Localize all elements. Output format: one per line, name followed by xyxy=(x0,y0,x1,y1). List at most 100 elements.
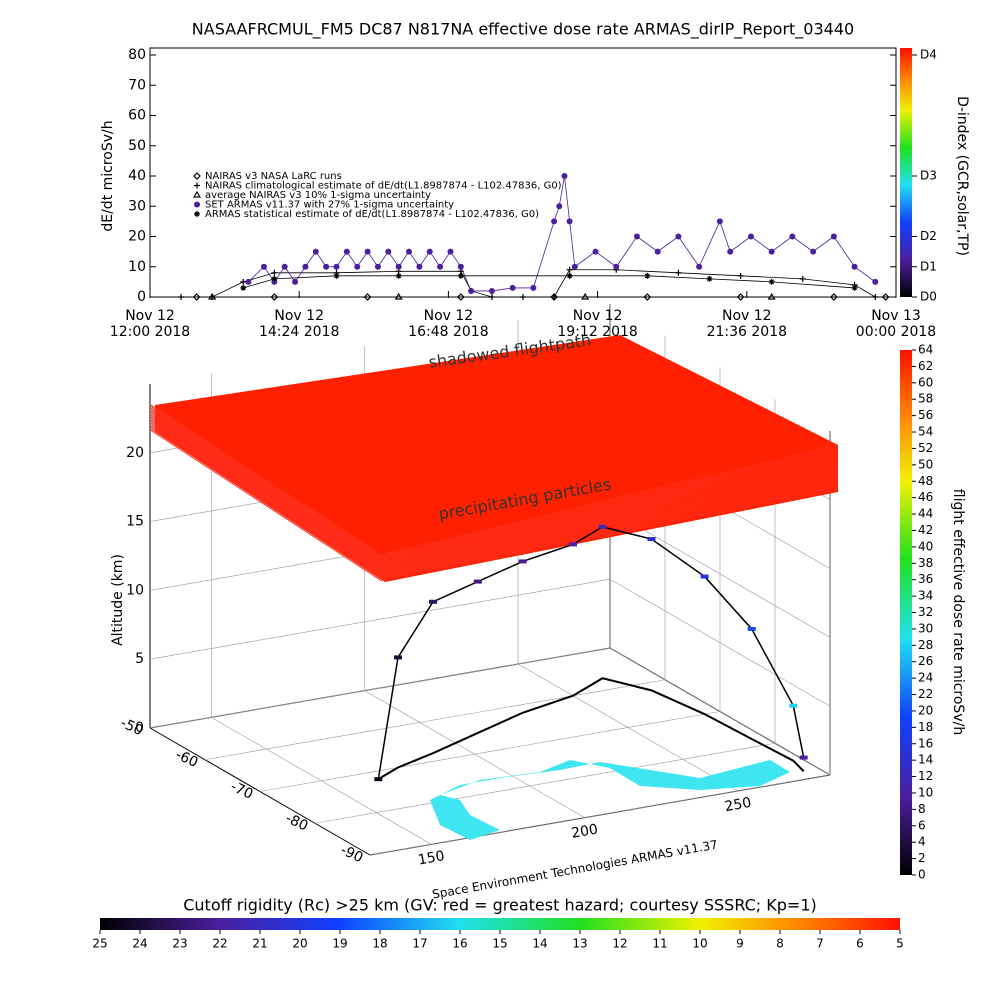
data-point xyxy=(281,263,288,270)
data-point xyxy=(364,248,371,255)
colorbar-tick-label: 56 xyxy=(918,408,933,422)
data-point xyxy=(457,263,464,270)
x-tick-label: 19:12 2018 xyxy=(557,324,637,340)
colorbar-tick-label: 18 xyxy=(918,720,933,734)
x-tick-label: 14:24 2018 xyxy=(259,324,339,340)
data-point xyxy=(706,275,713,282)
colorbar-tick-label: 2 xyxy=(918,851,926,865)
data-point xyxy=(737,272,744,279)
data-point xyxy=(592,248,599,255)
colorbar-tick-label: 6 xyxy=(918,818,926,832)
data-point xyxy=(416,263,423,270)
data-point xyxy=(333,263,340,270)
data-point xyxy=(271,275,278,282)
y-tick-label: 80 xyxy=(128,47,146,63)
x-tick-label: 12:00 2018 xyxy=(110,324,190,340)
data-point xyxy=(192,293,201,301)
data-point xyxy=(488,287,495,294)
stripe xyxy=(150,421,839,573)
x-tick-label: Nov 12 xyxy=(125,308,175,324)
legend-marker xyxy=(194,201,200,208)
colorbar2-tick-label: 25 xyxy=(92,937,107,951)
colorbar2-tick-label: 13 xyxy=(572,937,587,951)
colorbar-tick-label: 50 xyxy=(918,457,933,471)
dose-point xyxy=(799,755,808,760)
data-point xyxy=(270,293,279,301)
data-point xyxy=(716,218,723,225)
data-point xyxy=(178,294,185,300)
colorbar-tick-label: 26 xyxy=(918,654,933,668)
stripe xyxy=(150,422,839,574)
colorbar-tick-label: 30 xyxy=(918,621,933,635)
data-point xyxy=(810,248,817,255)
y-tick-label: 0 xyxy=(137,289,146,305)
dose-point xyxy=(598,524,607,529)
legend-label: NAIRAS climatological estimate of dE/dt(… xyxy=(205,181,562,192)
y-tick-label: 40 xyxy=(128,168,146,184)
colorbar-tick-label: 28 xyxy=(918,638,933,652)
y2-axis-title: D-index (GCR,solar,TP) xyxy=(954,96,970,256)
colorbar-tick-label: 34 xyxy=(918,589,933,603)
data-point xyxy=(566,218,573,225)
data-point xyxy=(851,284,858,291)
data-point xyxy=(302,263,309,270)
data-point xyxy=(561,173,568,179)
y-tick-label: 50 xyxy=(128,138,146,154)
credit: Space Environment Technologies ARMAS v11… xyxy=(431,837,719,901)
data-point xyxy=(654,248,661,255)
colorbar2-tick-label: 5 xyxy=(896,937,904,951)
colorbar-tick-label: 46 xyxy=(918,490,933,504)
colorbar2-tick-label: 16 xyxy=(452,937,467,951)
stripe xyxy=(150,404,839,556)
data-point xyxy=(789,233,796,240)
stripe xyxy=(150,410,839,562)
data-point xyxy=(675,269,682,276)
data-point xyxy=(566,272,573,279)
y2-tick-label: D1 xyxy=(920,259,937,273)
data-point xyxy=(395,263,402,270)
colorbar-tick-label: 16 xyxy=(918,736,933,750)
data-point xyxy=(292,278,299,285)
legend-marker xyxy=(194,211,200,217)
colorbar2-tick-label: 24 xyxy=(132,937,147,951)
dose-colorbar xyxy=(900,350,912,875)
chart-title: NASAAFRCMUL_FM5 DC87 N817NA effective do… xyxy=(192,20,854,40)
data-point xyxy=(312,248,319,255)
z-tick-label: 20 xyxy=(126,445,144,461)
y2-tick-label: D3 xyxy=(920,169,937,183)
data-point xyxy=(426,248,433,255)
stripe xyxy=(150,415,839,567)
data-point xyxy=(566,266,573,273)
y-tick-label: 60 xyxy=(128,108,146,124)
data-point xyxy=(551,218,558,225)
colorbar2-tick-label: 6 xyxy=(856,937,864,951)
data-point xyxy=(323,263,330,270)
colorbar-tick-label: 48 xyxy=(918,474,933,488)
colorbar2-tick-label: 23 xyxy=(172,937,187,951)
colorbar2-tick-label: 11 xyxy=(652,937,667,951)
data-point xyxy=(613,263,620,270)
dose-point xyxy=(569,542,577,547)
colorbar-tick-label: 42 xyxy=(918,523,933,537)
data-point xyxy=(768,278,775,285)
data-point xyxy=(208,292,217,300)
colorbar-tick-label: 20 xyxy=(918,703,933,717)
grid-line xyxy=(369,774,831,856)
y2-tick-label: D4 xyxy=(920,48,937,62)
stripe xyxy=(150,413,839,565)
data-point xyxy=(530,284,537,291)
colorbar-tick-label: 24 xyxy=(918,671,933,685)
data-point xyxy=(675,233,682,240)
data-point xyxy=(457,272,464,279)
colorbar2-tick-label: 9 xyxy=(736,937,744,951)
colorbar2-tick-label: 8 xyxy=(776,937,784,951)
colorbar-tick-label: 38 xyxy=(918,556,933,570)
legend-label: SET ARMAS v11.37 with 27% 1-sigma uncert… xyxy=(205,200,454,211)
cutoff-rigidity-region xyxy=(430,760,790,840)
data-point xyxy=(872,278,879,285)
data-point xyxy=(406,248,413,255)
y-tick-label: -80 xyxy=(283,810,310,834)
dose-point xyxy=(700,574,709,579)
colorbar2-tick-label: 14 xyxy=(532,937,547,951)
stripe xyxy=(150,416,839,568)
